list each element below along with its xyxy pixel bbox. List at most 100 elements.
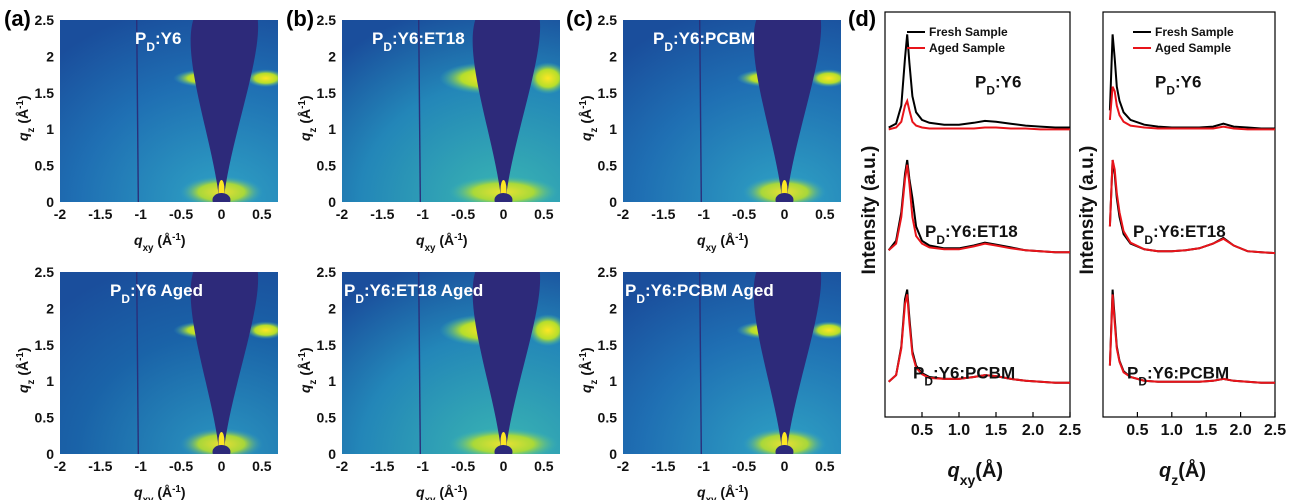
giwaxs-map-3: PD:Y6:PCBM 0 0.5 1 1.5 2 2.5 -2 -1.5 -1 -0.5 0 0.5 qx… bbox=[578, 12, 841, 254]
aged-sample-curve bbox=[888, 97, 1070, 131]
x-tick-label: 0.5 bbox=[252, 206, 272, 222]
map-title: PD:Y6 bbox=[135, 29, 181, 54]
legend-label-fresh: Fresh Sample bbox=[1155, 25, 1234, 39]
beamstop bbox=[494, 193, 513, 202]
profile-panel-1: PD:Y6 PD:Y6:ET18 PD:Y6:PCBM Fresh Sample Age… bbox=[859, 11, 1081, 488]
missing-wedge bbox=[753, 20, 822, 202]
fresh-sample-curve bbox=[1108, 34, 1275, 130]
x-tick-label: -0.5 bbox=[732, 458, 756, 474]
map-title: PD:Y6:ET18 Aged bbox=[344, 281, 483, 306]
x-tick-label: 0.5 bbox=[534, 206, 554, 222]
map-title: PD:Y6:PCBM Aged bbox=[625, 281, 774, 306]
plot-frame bbox=[1102, 11, 1276, 418]
giwaxs-map-6: PD:Y6:PCBM Aged 0 0.5 1 1.5 2 2.5 -2 -1.5 -1 -0.5 0… bbox=[578, 264, 841, 500]
y-tick-label: 0.5 bbox=[317, 410, 337, 426]
y-tick-label: 1.5 bbox=[317, 85, 337, 101]
giwaxs-map-1: PD:Y6 0 0.5 1 1.5 2 2.5 -2 -1.5 -1 -0.5 0 0.5 qxy (Å-… bbox=[15, 12, 278, 254]
profile-panel-2: PD:Y6 PD:Y6:ET18 PD:Y6:PCBM Fresh Sample Age… bbox=[1077, 11, 1286, 488]
x-axis-label: qxy (Å-1) bbox=[134, 232, 186, 254]
y-tick-label: 2 bbox=[609, 48, 617, 64]
x-tick-label: -2 bbox=[54, 458, 67, 474]
giwaxs-map-5: PD:Y6:ET18 Aged 0 0.5 1 1.5 2 2.5 -2 -1.5 -1 -0.5 0… bbox=[297, 264, 560, 500]
x-tick-label: -1.5 bbox=[651, 458, 675, 474]
y-tick-label: 0 bbox=[609, 446, 617, 462]
y-tick-label: 1.5 bbox=[35, 85, 55, 101]
y-tick-label: 0 bbox=[328, 446, 336, 462]
y-tick-label: 0 bbox=[609, 194, 617, 210]
y-axis-label: qz (Å-1) bbox=[578, 347, 600, 393]
legend-label-fresh: Fresh Sample bbox=[929, 25, 1008, 39]
x-tick-label: -0.5 bbox=[451, 206, 475, 222]
y-tick-label: 1 bbox=[46, 121, 54, 137]
x-tick-label: 1.0 bbox=[948, 422, 970, 439]
x-axis-label: qxy (Å-1) bbox=[416, 232, 468, 254]
x-tick-label: 0 bbox=[500, 458, 508, 474]
x-tick-label: 0 bbox=[781, 458, 789, 474]
x-tick-label: -2 bbox=[617, 458, 630, 474]
y-tick-label: 1.5 bbox=[35, 337, 55, 353]
x-tick-label: 2.5 bbox=[1059, 422, 1081, 439]
x-axis-label: qxy (Å-1) bbox=[697, 232, 749, 254]
y-axis-label: qz (Å-1) bbox=[297, 347, 319, 393]
panel-label-c: (c) bbox=[566, 6, 593, 31]
x-tick-label: 0 bbox=[218, 206, 226, 222]
lamellar-arc bbox=[245, 321, 278, 340]
y-tick-label: 2 bbox=[46, 48, 54, 64]
x-tick-label: 0.5 bbox=[534, 458, 554, 474]
x-tick-label: 0.5 bbox=[815, 206, 835, 222]
x-tick-label: 0.5 bbox=[1126, 422, 1148, 439]
x-tick-label: 0.5 bbox=[252, 458, 272, 474]
x-tick-label: -2 bbox=[336, 458, 349, 474]
y-axis-label: qz (Å-1) bbox=[297, 95, 319, 141]
y-tick-label: 2.5 bbox=[317, 264, 337, 280]
y-tick-label: 2.5 bbox=[598, 264, 618, 280]
x-tick-label: -1.5 bbox=[88, 206, 112, 222]
y-tick-label: 2.5 bbox=[35, 264, 55, 280]
x-tick-label: 1.5 bbox=[1195, 422, 1217, 439]
y-tick-label: 0 bbox=[328, 194, 336, 210]
lamellar-arc bbox=[527, 62, 560, 95]
y-tick-label: 1 bbox=[609, 121, 617, 137]
giwaxs-map-2: PD:Y6:ET18 0 0.5 1 1.5 2 2.5 -2 -1.5 -1 -0.5 0 0.5 qx… bbox=[297, 12, 560, 254]
x-tick-label: 0 bbox=[781, 206, 789, 222]
x-tick-label: -0.5 bbox=[169, 458, 193, 474]
y-tick-label: 1 bbox=[609, 373, 617, 389]
y-tick-label: 2.5 bbox=[317, 12, 337, 28]
y-tick-label: 1.5 bbox=[317, 337, 337, 353]
x-tick-label: 2.5 bbox=[1264, 422, 1286, 439]
y-tick-label: 1.5 bbox=[598, 337, 618, 353]
x-axis-label: qxy (Å-1) bbox=[697, 484, 749, 500]
x-tick-label: -1.5 bbox=[370, 206, 394, 222]
y-axis-label: qz (Å-1) bbox=[15, 347, 37, 393]
detector-gap bbox=[136, 20, 140, 202]
plot-frame bbox=[884, 11, 1071, 418]
x-tick-label: -1.5 bbox=[651, 206, 675, 222]
x-axis-label: qz(Å) bbox=[1159, 458, 1206, 488]
x-tick-label: 0 bbox=[500, 206, 508, 222]
x-tick-label: 0.5 bbox=[911, 422, 933, 439]
x-tick-label: 0.5 bbox=[815, 458, 835, 474]
x-tick-label: -2 bbox=[617, 206, 630, 222]
sample-label: PD:Y6 bbox=[975, 72, 1021, 97]
sample-label: PD:Y6:ET18 bbox=[1133, 222, 1226, 247]
y-tick-label: 2 bbox=[46, 300, 54, 316]
missing-wedge bbox=[472, 20, 541, 202]
y-tick-label: 2.5 bbox=[598, 12, 618, 28]
legend-label-aged: Aged Sample bbox=[929, 41, 1005, 55]
x-tick-label: -1 bbox=[698, 458, 711, 474]
x-tick-label: -2 bbox=[54, 206, 67, 222]
x-tick-label: 2.0 bbox=[1022, 422, 1044, 439]
x-tick-label: -0.5 bbox=[169, 206, 193, 222]
panel-label-d: (d) bbox=[848, 6, 877, 31]
fresh-sample-curve bbox=[888, 34, 1070, 129]
missing-wedge bbox=[190, 272, 259, 454]
detector-gap bbox=[699, 272, 703, 454]
legend-label-aged: Aged Sample bbox=[1155, 41, 1231, 55]
line-profiles: PD:Y6 PD:Y6:ET18 PD:Y6:PCBM Fresh Sample Age… bbox=[859, 11, 1286, 488]
x-tick-label: -1 bbox=[135, 458, 148, 474]
panel-label-a: (a) bbox=[4, 6, 31, 31]
y-tick-label: 0.5 bbox=[35, 410, 55, 426]
map-title: PD:Y6 Aged bbox=[110, 281, 203, 306]
y-tick-label: 0.5 bbox=[598, 410, 618, 426]
beamstop bbox=[775, 193, 794, 202]
